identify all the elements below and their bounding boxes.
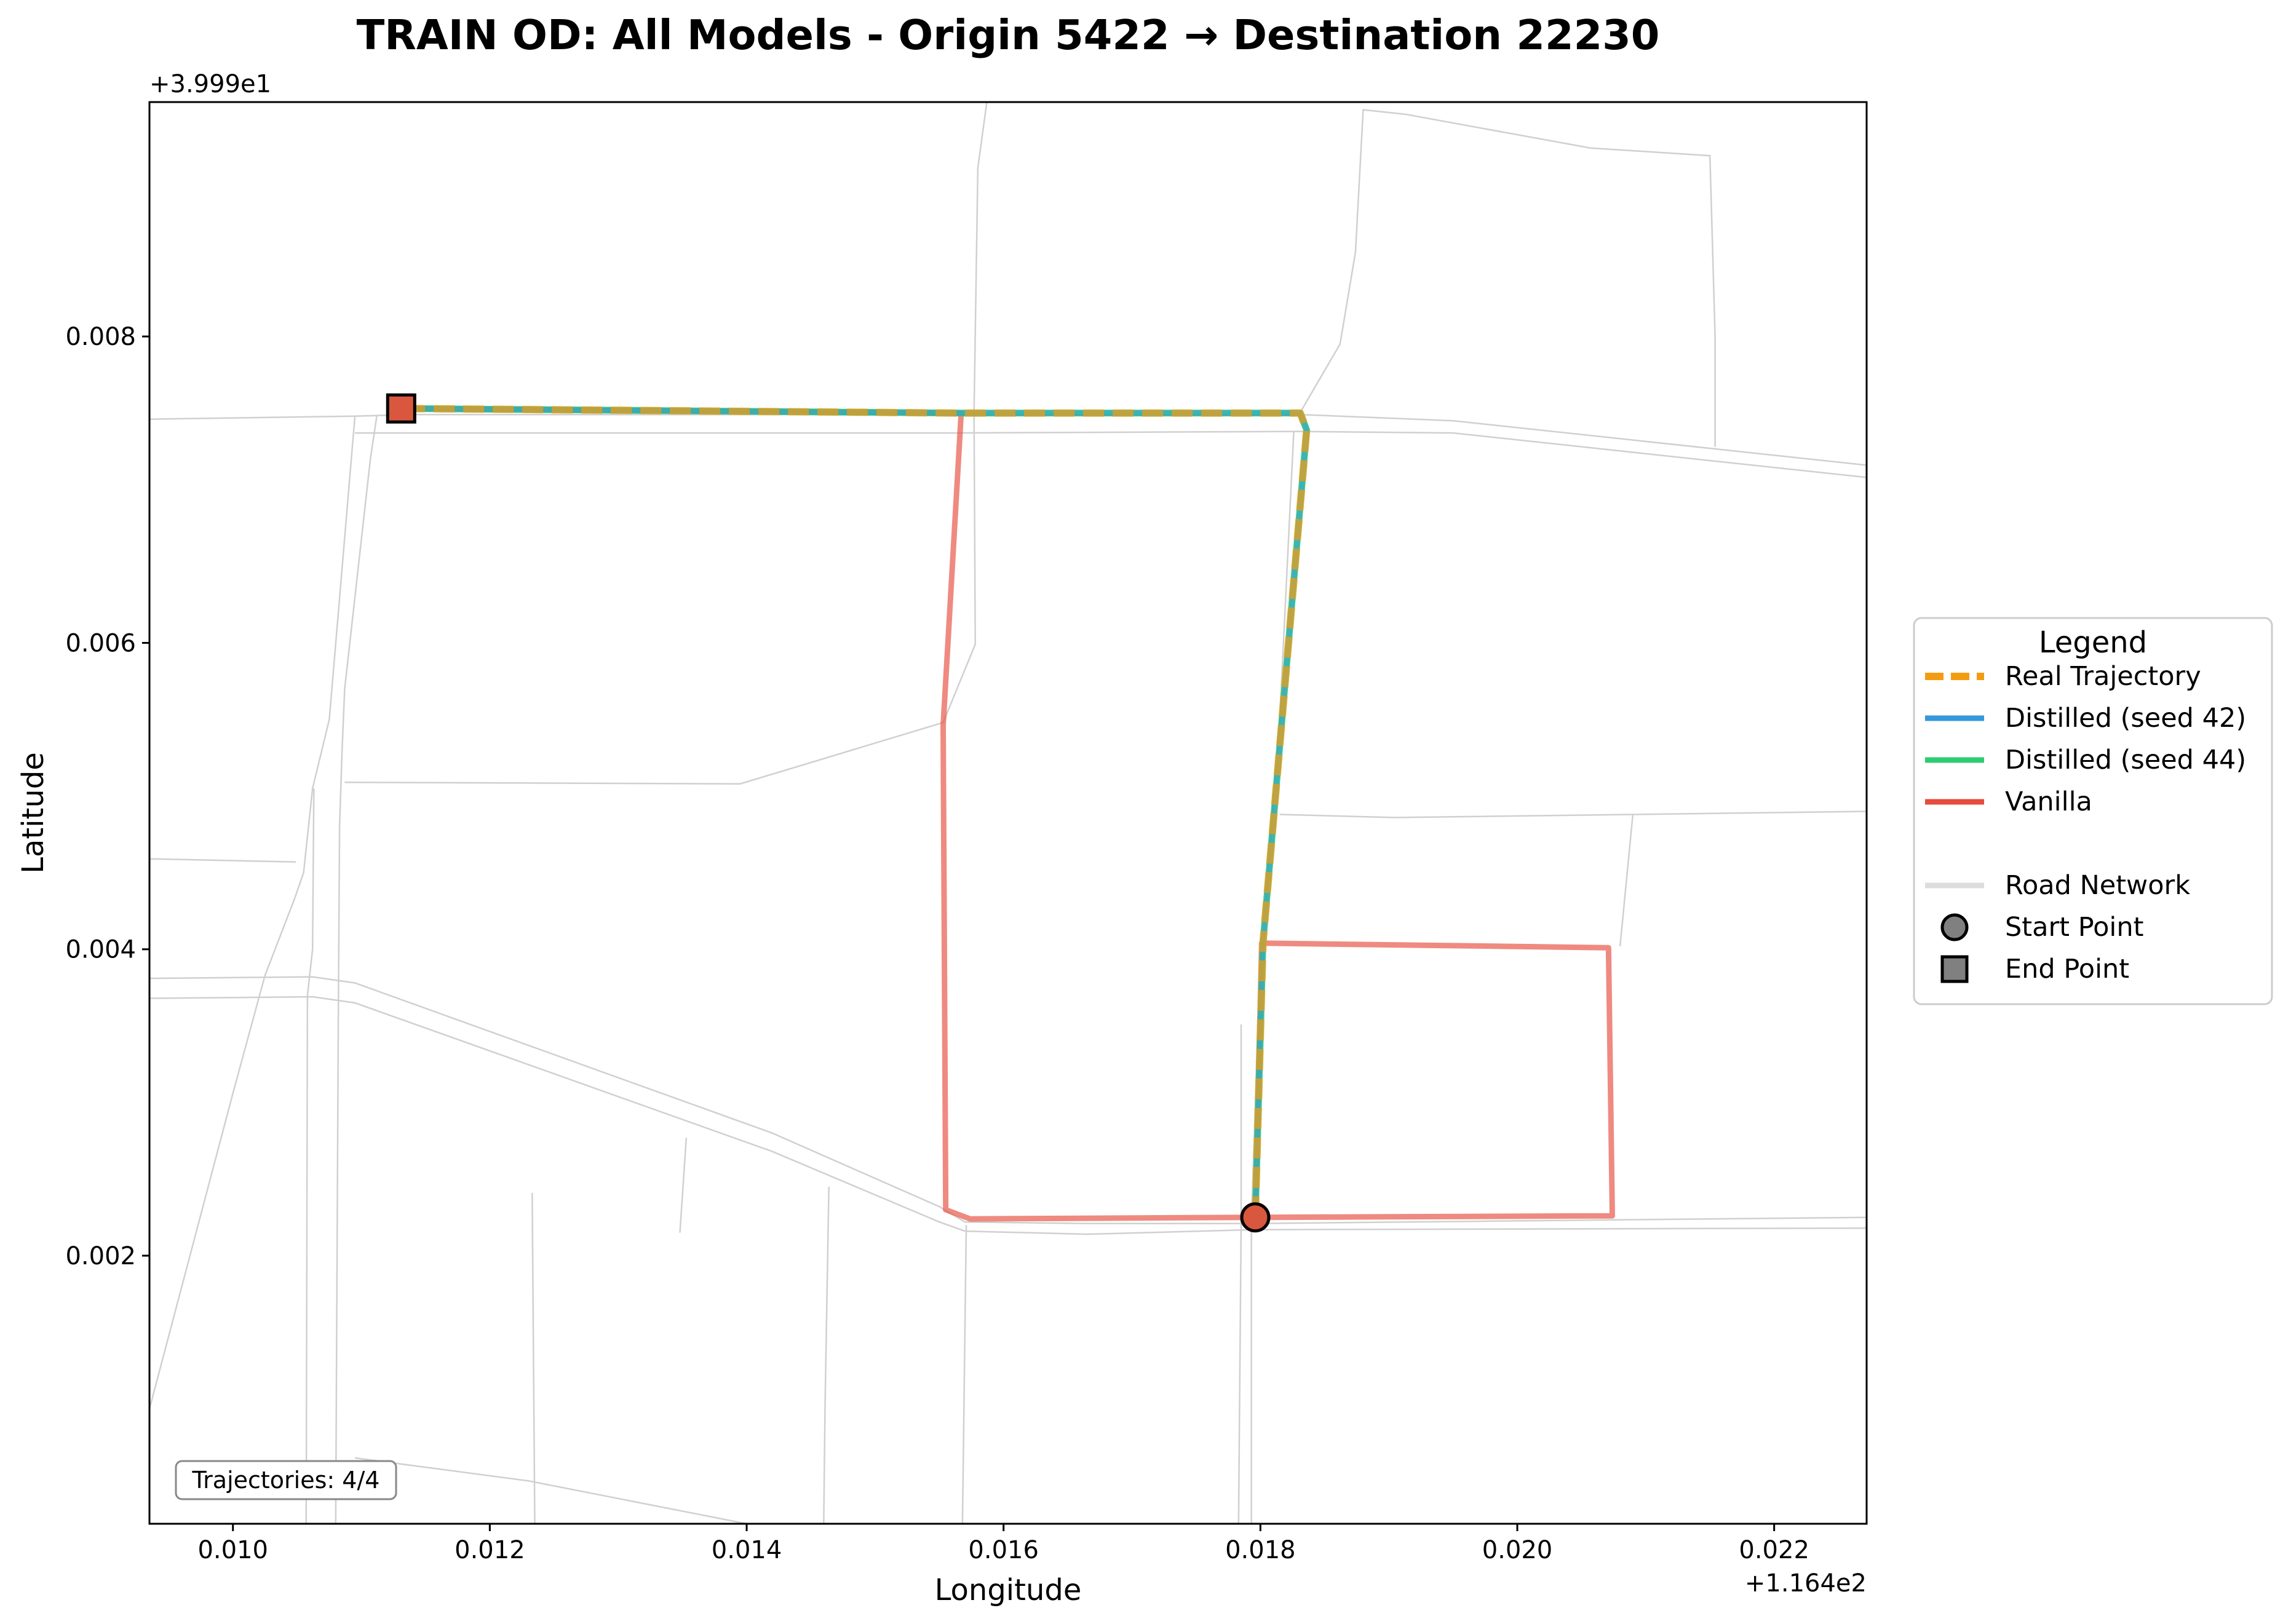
y-axis-label: Latitude: [16, 752, 50, 874]
legend-entry-distilled-seed-44: Distilled (seed 44): [1925, 745, 2246, 775]
legend-label: End Point: [2005, 954, 2129, 984]
x-tick-label: 0.022: [1739, 1536, 1809, 1564]
road-segment-11: [679, 1138, 688, 1233]
road-segment-6: [344, 102, 988, 785]
y-tick-label: 0.008: [65, 323, 136, 351]
y-tick-label: 0.002: [65, 1242, 136, 1270]
x-axis-ticks: 0.010 0.012 0.014 0.016 0.018 0.020 0.022: [197, 1524, 1809, 1564]
legend-label: Vanilla: [2005, 786, 2092, 817]
x-tick-label: 0.010: [197, 1536, 268, 1564]
road-segment-7: [149, 976, 1867, 1224]
legend-label: Distilled (seed 42): [2005, 703, 2246, 734]
legend-swatch: [1940, 913, 1969, 941]
series-vanilla: [401, 405, 1615, 1222]
legend-entries: Real Trajectory Distilled (seed 42) Distil…: [1925, 661, 2246, 984]
road-segment-12: [531, 1192, 536, 1524]
road-segment-19: [1298, 109, 1716, 447]
legend-label: Start Point: [2005, 912, 2143, 943]
x-tick-label: 0.016: [968, 1536, 1039, 1564]
series-real-trajectory: [401, 405, 1311, 1218]
series-distilled-seed-44: [401, 405, 1310, 1218]
start-point-marker: [1240, 1202, 1271, 1233]
od-markers: [386, 393, 1271, 1233]
legend-entry-real-trajectory: Real Trajectory: [1925, 661, 2201, 692]
trajectory-series: [401, 405, 1615, 1222]
legend-entry-distilled-seed-42: Distilled (seed 42): [1925, 703, 2246, 734]
road-segment-9: [961, 1225, 967, 1524]
legend-title: Legend: [2039, 625, 2147, 660]
legend-label: Real Trajectory: [2005, 661, 2201, 692]
legend-label: Road Network: [2005, 870, 2190, 901]
road-segment-13: [354, 1457, 747, 1524]
end-point-marker: [386, 393, 416, 424]
road-segment-2: [149, 416, 356, 1409]
road-segment-8: [149, 996, 1867, 1235]
x-tick-label: 0.012: [455, 1536, 525, 1564]
road-segment-15: [1237, 1024, 1242, 1524]
legend-label: Distilled (seed 44): [2005, 745, 2246, 775]
x-axis-label: Longitude: [935, 1573, 1082, 1607]
chart-title: TRAIN OD: All Models - Origin 5422 → Des…: [357, 11, 1660, 59]
road-segment-1: [355, 430, 1867, 478]
legend-swatch: [1940, 955, 1969, 983]
road-segment-4: [305, 788, 315, 1524]
legend-entry-start-point: Start Point: [1940, 912, 2143, 943]
y-offset-label: +3.999e1: [149, 70, 271, 98]
road-segment-10: [823, 1186, 830, 1524]
y-tick-label: 0.004: [65, 936, 136, 964]
y-axis-ticks: 0.002 0.004 0.006 0.008: [65, 323, 149, 1270]
trajectories-count-text: Trajectories: 4/4: [192, 1467, 380, 1494]
legend-entry-road-network: Road Network: [1925, 870, 2190, 901]
series-distilled-seed-42: [401, 405, 1309, 1218]
legend: Legend Real Trajectory Distilled (seed 42…: [1913, 617, 2273, 1005]
x-tick-label: 0.014: [712, 1536, 782, 1564]
y-tick-label: 0.006: [65, 629, 136, 657]
road-segment-17: [1279, 810, 1867, 818]
road-segment-3: [335, 416, 378, 1524]
legend-entry-vanilla: Vanilla: [1925, 786, 2092, 817]
legend-box: [1913, 617, 2273, 1005]
plot-frame: [148, 101, 1868, 1525]
road-network: [149, 102, 1867, 1524]
x-tick-label: 0.020: [1482, 1536, 1553, 1564]
trajectories-count-badge: Trajectories: 4/4: [175, 1460, 397, 1500]
x-tick-label: 0.018: [1225, 1536, 1296, 1564]
road-segment-5: [149, 858, 296, 863]
x-offset-label: +1.164e2: [1745, 1569, 1867, 1598]
legend-entry-end-point: End Point: [1940, 954, 2129, 984]
road-segment-18: [1619, 814, 1634, 946]
